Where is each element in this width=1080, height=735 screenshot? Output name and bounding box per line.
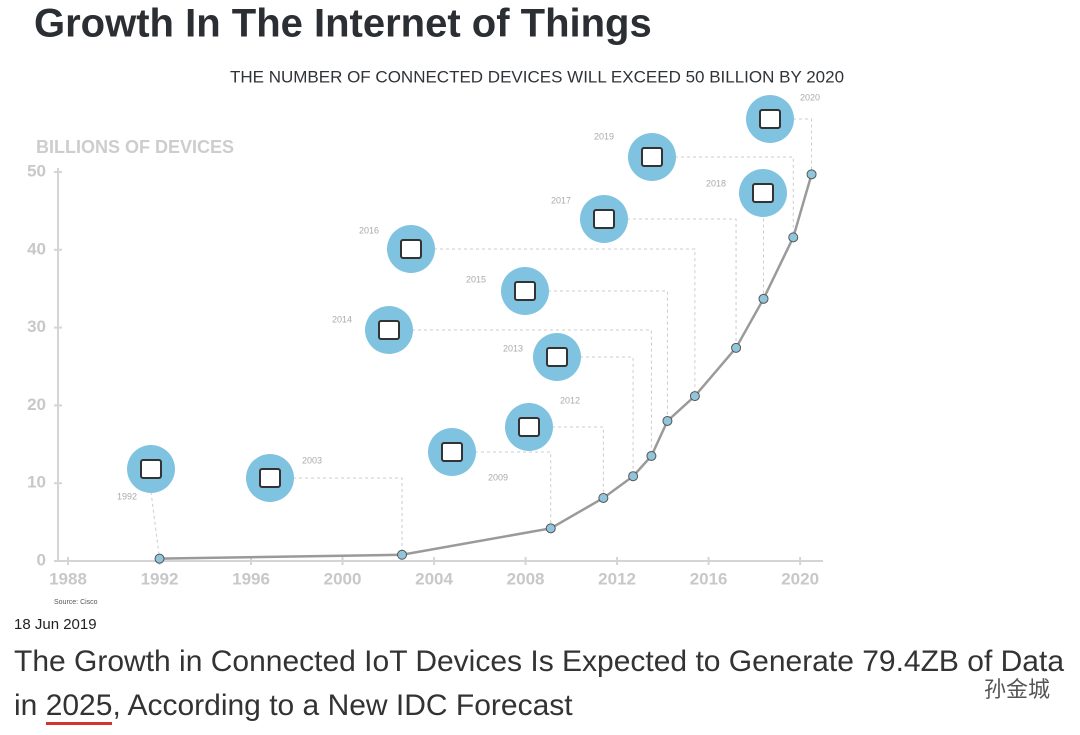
icon-glyph — [759, 109, 781, 129]
y-tick-label: 10 — [27, 473, 46, 492]
source-note: Source: Cisco — [54, 599, 98, 606]
leader-line — [552, 426, 604, 498]
annotation-label: 2014 — [332, 314, 352, 324]
data-point — [788, 232, 799, 243]
icon-glyph — [641, 147, 663, 167]
annotation-label: 2019 — [594, 131, 614, 141]
leader-line — [793, 118, 813, 175]
leader-line — [150, 491, 161, 559]
x-tick-label: 2020 — [781, 569, 819, 588]
x-tick-label: 1988 — [49, 569, 87, 588]
x-tick-label: 1992 — [141, 569, 179, 588]
leader-line — [412, 329, 652, 456]
x-tick-label: 2016 — [690, 569, 728, 588]
annotation-label: 2016 — [359, 225, 379, 235]
leader-line — [580, 356, 634, 477]
headline-highlight: 2025 — [45, 689, 113, 725]
icon-glyph — [518, 417, 540, 437]
x-tick-label: 2008 — [507, 569, 545, 588]
chart: Growth In The Internet of Things THE NUM… — [27, 2, 844, 606]
icon-glyph — [593, 209, 615, 229]
data-point — [628, 471, 639, 482]
y-axis-label: BILLIONS OF DEVICES — [36, 137, 234, 157]
annotation-label: 2015 — [466, 274, 486, 284]
annotation-label: 2003 — [302, 455, 322, 465]
date: 18 Jun 2019 — [14, 616, 97, 633]
data-point — [397, 549, 408, 560]
icon-glyph — [514, 281, 536, 301]
x-tick-label: 2012 — [598, 569, 636, 588]
data-point — [758, 293, 769, 304]
x-tick-label: 1996 — [232, 569, 270, 588]
annotation-label: 2009 — [488, 472, 508, 482]
icon-glyph — [441, 442, 463, 462]
chart-subtitle: THE NUMBER OF CONNECTED DEVICES WILL EXC… — [230, 67, 844, 86]
annotation-label: 2020 — [800, 92, 820, 102]
data-point — [646, 450, 657, 461]
leader-line — [627, 218, 737, 348]
x-tick-label: 2000 — [324, 569, 362, 588]
icon-glyph — [400, 239, 422, 259]
leader-line — [548, 290, 668, 421]
watermark: 孙金城 — [983, 677, 1050, 702]
data-point — [154, 553, 165, 564]
headline-text: The Growth in Connected IoT Devices Is E… — [14, 645, 1064, 722]
icon-glyph — [259, 468, 281, 488]
y-tick-label: 20 — [27, 395, 46, 414]
data-point — [731, 342, 742, 353]
data-point — [689, 391, 700, 402]
y-tick-label: 0 — [37, 550, 46, 569]
y-tick-label: 30 — [27, 317, 46, 336]
annotation-label: 1992 — [117, 491, 137, 501]
icon-glyph — [752, 183, 774, 203]
y-tick-label: 40 — [27, 239, 46, 258]
data-point — [662, 415, 673, 426]
headline-text: , According to a New IDC Forecast — [112, 689, 573, 722]
annotation-label: 2018 — [706, 178, 726, 188]
data-point — [806, 169, 817, 180]
icon-glyph — [378, 320, 400, 340]
data-point — [545, 523, 556, 534]
annotation-label: 2017 — [551, 195, 571, 205]
data-point — [598, 492, 609, 503]
y-tick-label: 50 — [27, 161, 46, 180]
leader-line — [475, 451, 552, 529]
leader-line — [293, 477, 403, 555]
annotation-label: 2012 — [560, 395, 580, 405]
leader-line — [434, 248, 696, 397]
icon-glyph — [546, 347, 568, 367]
x-tick-label: 2004 — [415, 569, 453, 588]
icon-glyph — [140, 459, 162, 479]
data-line — [159, 173, 813, 560]
chart-title: Growth In The Internet of Things — [34, 2, 652, 46]
headline: The Growth in Connected IoT Devices Is E… — [14, 640, 1074, 728]
annotation-label: 2013 — [503, 343, 523, 353]
